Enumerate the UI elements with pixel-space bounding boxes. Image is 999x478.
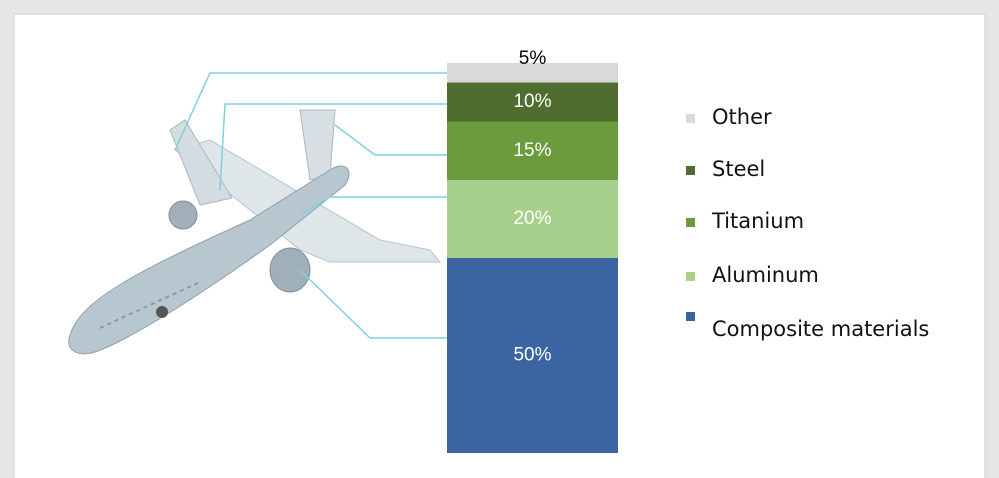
legend-label: Steel [712,157,765,181]
value-label: 20% [513,208,551,229]
legend-label: Titanium [711,209,804,233]
bar-segment [447,180,618,258]
bar-segment [447,63,618,83]
legend-swatch [686,166,695,175]
legend-swatch [686,312,695,321]
value-label: 50% [513,345,551,366]
value-label: 15% [513,140,551,161]
bar-segment [447,121,618,180]
value-label: 10% [513,91,551,112]
legend-label: Composite materials [712,317,929,341]
bar-segment [447,258,618,453]
airplane-illustration [68,109,442,355]
legend-swatch [686,114,695,123]
bar-segment [447,82,618,122]
legend-label: Other [712,105,772,129]
connector-lines [174,72,447,339]
legend-swatch [686,218,695,227]
value-label: 5% [519,48,547,69]
legend-swatch [686,272,695,281]
legend-label: Aluminum [712,263,819,287]
